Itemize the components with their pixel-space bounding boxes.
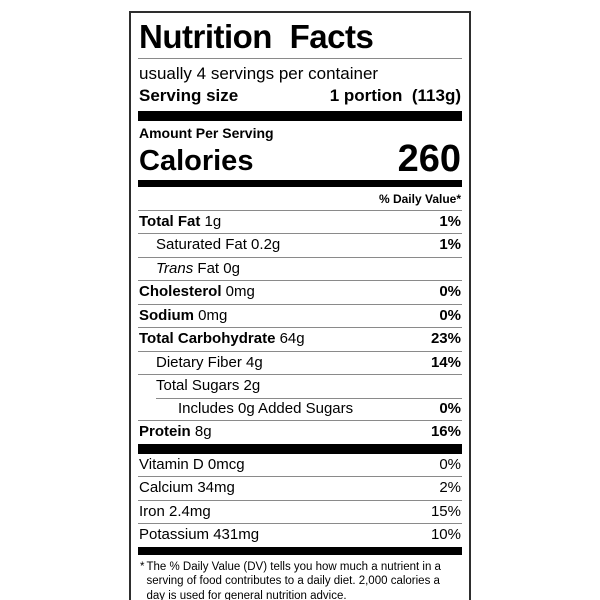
nutrient-row: Total Fat 1g 1% [138,211,462,234]
nutrient-daily-value: 0% [439,399,461,417]
footnote-asterisk: * [140,560,145,573]
thick-divider-protein [138,443,462,454]
nutrient-daily-value: 15% [430,502,461,520]
nutrient-row: Includes 0g Added Sugars 0% [138,397,462,421]
footnote-text: The % Daily Value (DV) tells you how muc… [146,560,441,600]
nutrient-row: Saturated Fat 0.2g 1% [138,233,462,257]
nutrient-name: Includes 0g Added Sugars [178,399,354,417]
calories-row: Calories 260 [138,137,462,180]
nutrient-rows-section: Total Fat 1g 1% Saturated Fat 0.2g 1% Trans … [138,211,462,444]
footnote: * The % Daily Value (DV) tells you how m… [138,555,462,600]
nutrition-facts-label: Nutrition Facts usually 4 servings per c… [129,11,471,600]
label-title: Nutrition Facts [138,18,462,59]
serving-size-label: Serving size [139,85,239,105]
nutrient-row: Dietary Fiber 4g 14% [138,350,462,375]
micronutrient-row: Iron 2.4mg 15% [138,499,462,524]
micronutrient-rows-section: Vitamin D 0mcg 0% Calcium 34mg 2% Iron 2.4mg… [138,454,462,547]
nutrient-daily-value: 1% [439,212,461,230]
nutrient-daily-value: 10% [430,526,461,544]
nutrient-name: Calcium 34mg [139,479,235,497]
micronutrient-row: Calcium 34mg 2% [138,476,462,500]
nutrient-name: Vitamin D 0mcg [139,455,245,473]
nutrient-row: Trans Fat 0g [138,256,462,281]
nutrient-name: Total Carbohydrate 64g [139,330,305,348]
calories-label: Calories [139,145,254,178]
serving-size-row: Serving size 1 portion (113g) [138,85,462,111]
nutrient-name: Sodium 0mg [139,306,228,324]
thick-divider-calories [138,179,462,187]
nutrient-daily-value: 0% [439,455,461,473]
nutrient-row: Protein 8g 16% [138,420,462,444]
nutrient-name: Saturated Fat 0.2g [156,236,281,254]
nutrient-name: Total Fat 1g [139,212,222,230]
nutrient-row: Sodium 0mg 0% [138,303,462,328]
calories-value: 260 [397,137,461,180]
nutrient-name: Cholesterol 0mg [139,283,255,301]
thick-divider-top [138,110,462,121]
servings-per-container: usually 4 servings per container [139,63,379,83]
nutrient-daily-value: 16% [430,423,461,441]
nutrient-row: Cholesterol 0mg 0% [138,280,462,304]
nutrient-daily-value: 14% [430,353,461,371]
nutrient-row: Total Sugars 2g [138,374,462,398]
serving-size-value: 1 portion (113g) [329,85,461,105]
nutrient-name: Protein 8g [139,423,212,441]
nutrient-name: Dietary Fiber 4g [156,353,263,371]
nutrient-daily-value: 23% [430,330,461,348]
micronutrient-row: Vitamin D 0mcg 0% [138,454,462,477]
nutrient-name: Trans Fat 0g [156,259,240,277]
daily-value-header: % Daily Value* [138,187,462,211]
nutrient-daily-value: 2% [439,479,461,497]
nutrient-row: Total Carbohydrate 64g 23% [138,327,462,351]
nutrient-name: Total Sugars 2g [156,377,261,395]
nutrient-name: Potassium 431mg [139,526,260,544]
amount-per-serving-label: Amount Per Serving [139,124,274,141]
nutrient-name: Iron 2.4mg [139,502,211,520]
nutrient-daily-value: 1% [439,236,461,254]
nutrient-daily-value: 0% [439,306,461,324]
nutrient-daily-value: 0% [439,283,461,301]
micronutrient-row: Potassium 431mg 10% [138,523,462,547]
thick-divider-bottom [138,546,462,555]
